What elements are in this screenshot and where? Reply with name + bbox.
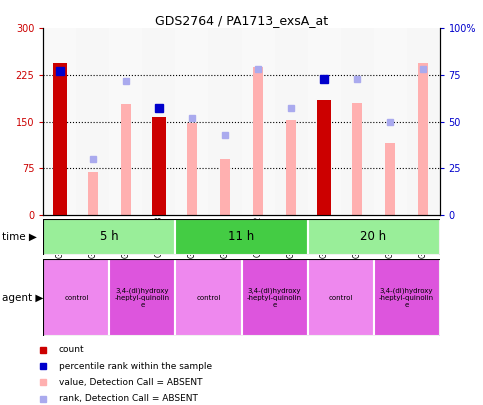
Bar (43, 28, 76, 215)
Bar (175, 259, 242, 336)
Text: agent ▶: agent ▶ (2, 293, 44, 303)
Text: 3,4-(di)hydroxy
-heptyl-quinolin
e: 3,4-(di)hydroxy -heptyl-quinolin e (247, 288, 302, 308)
Bar (317, 100, 331, 215)
Bar (308, 259, 373, 336)
Bar (407, 28, 440, 215)
Text: 3,4-(di)hydroxy
-heptyl-quinolin
e: 3,4-(di)hydroxy -heptyl-quinolin e (115, 288, 170, 308)
Text: 3,4-(di)hydroxy
-heptyl-quinolin
e: 3,4-(di)hydroxy -heptyl-quinolin e (379, 288, 434, 308)
Text: rank, Detection Call = ABSENT: rank, Detection Call = ABSENT (58, 394, 198, 403)
Text: 20 h: 20 h (360, 230, 386, 243)
Bar (373, 259, 440, 336)
Bar (385, 143, 395, 215)
Bar (352, 103, 362, 215)
Bar (341, 28, 373, 215)
Bar (308, 219, 440, 255)
Bar (43, 259, 110, 336)
Bar (88, 173, 98, 215)
Bar (187, 123, 197, 215)
Bar (110, 259, 175, 336)
Bar (418, 62, 428, 215)
Text: control: control (64, 295, 89, 301)
Bar (220, 159, 230, 215)
Bar (76, 28, 110, 215)
Text: control: control (196, 295, 221, 301)
Bar (373, 28, 407, 215)
Bar (153, 117, 166, 215)
Text: control: control (328, 295, 353, 301)
Text: time ▶: time ▶ (2, 232, 37, 242)
Bar (253, 67, 263, 215)
Bar (142, 28, 175, 215)
Text: percentile rank within the sample: percentile rank within the sample (58, 362, 212, 371)
Text: 5 h: 5 h (100, 230, 119, 243)
Title: GDS2764 / PA1713_exsA_at: GDS2764 / PA1713_exsA_at (155, 14, 328, 27)
Bar (242, 28, 274, 215)
Bar (242, 259, 308, 336)
Text: value, Detection Call = ABSENT: value, Detection Call = ABSENT (58, 378, 202, 387)
Bar (175, 219, 308, 255)
Bar (286, 119, 296, 215)
Bar (175, 28, 209, 215)
Bar (54, 62, 67, 215)
Bar (121, 104, 131, 215)
Bar (308, 28, 341, 215)
Text: 11 h: 11 h (228, 230, 255, 243)
Bar (110, 28, 142, 215)
Bar (209, 28, 242, 215)
Bar (43, 219, 175, 255)
Text: count: count (58, 345, 84, 354)
Bar (274, 28, 308, 215)
